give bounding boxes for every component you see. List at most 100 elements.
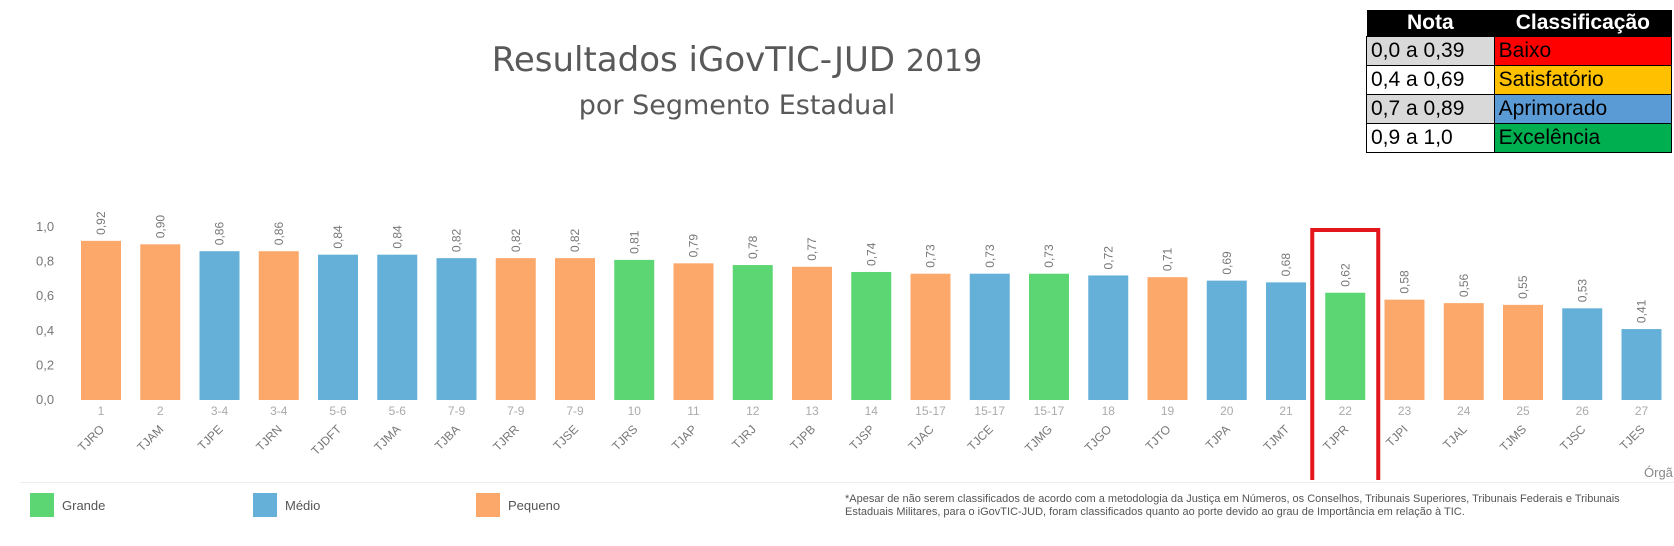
- classification-row: 0,9 a 1,0 Excelência: [1366, 123, 1673, 153]
- rank-label: 13: [805, 404, 819, 418]
- rank-label: 11: [687, 404, 700, 418]
- rank-label: 20: [1220, 404, 1234, 418]
- y-tick-label: 0,8: [36, 254, 54, 269]
- bar: [1029, 273, 1069, 400]
- x-axis-label: Órgã: [1644, 465, 1673, 480]
- legend-item-grande: Grande: [30, 493, 105, 517]
- data-label: 0,58: [1398, 270, 1412, 294]
- x-tick-label: TJAM: [134, 422, 166, 454]
- bar: [673, 263, 714, 400]
- x-tick-label: TJMG: [1022, 422, 1055, 455]
- rank-label: 22: [1339, 404, 1353, 418]
- rank-label: 15-17: [974, 404, 1005, 418]
- bar: [495, 258, 536, 400]
- x-tick-label: TJRR: [490, 422, 522, 454]
- y-tick-label: 0,0: [36, 392, 54, 407]
- rank-label: 7-9: [507, 404, 525, 418]
- x-tick-label: TJRN: [253, 422, 285, 454]
- data-label: 0,73: [983, 244, 997, 268]
- data-label: 0,68: [1279, 253, 1293, 277]
- legend-item-medio: Médio: [253, 493, 320, 517]
- bar: [1088, 275, 1129, 400]
- rank-label: 5-6: [329, 404, 347, 418]
- data-label: 0,82: [568, 228, 582, 252]
- chart-subtitle: por Segmento Estadual: [578, 90, 896, 121]
- data-label: 0,86: [213, 222, 227, 246]
- bar: [792, 266, 832, 400]
- data-label: 0,84: [331, 225, 345, 249]
- data-label: 0,73: [924, 244, 938, 268]
- rank-label: 27: [1635, 404, 1649, 418]
- rank-label: 5-6: [389, 404, 407, 418]
- legend-swatch-pequeno: [476, 493, 500, 517]
- x-tick-label: TJMA: [371, 422, 403, 454]
- bar: [436, 258, 477, 400]
- bar: [1147, 277, 1188, 400]
- x-tick-label: TJRS: [609, 422, 640, 453]
- classification-range: 0,4 a 0,69: [1366, 65, 1495, 95]
- rank-label: 19: [1161, 404, 1175, 418]
- x-tick-label: TJTO: [1143, 422, 1174, 453]
- bar: [1266, 282, 1306, 400]
- data-label: 0,78: [746, 235, 760, 259]
- rank-label: 10: [628, 404, 642, 418]
- rank-label: 15-17: [1034, 404, 1065, 418]
- x-tick-label: TJDFT: [308, 422, 344, 458]
- x-tick-label: TJPA: [1203, 422, 1233, 452]
- rank-label: 21: [1279, 404, 1293, 418]
- x-tick-label: TJPI: [1383, 422, 1410, 449]
- x-tick-label: TJAC: [906, 422, 937, 453]
- data-label: 0,72: [1101, 246, 1115, 270]
- x-tick-label: TJES: [1617, 422, 1648, 453]
- y-tick-label: 0,2: [36, 357, 54, 372]
- x-tick-label: TJMT: [1261, 422, 1293, 454]
- x-tick-label: TJPE: [195, 422, 226, 453]
- data-label: 0,71: [1161, 247, 1175, 271]
- rank-label: 7-9: [448, 404, 466, 418]
- rank-label: 1: [98, 404, 105, 418]
- chart-title-main: Resultados iGovTIC-JUD: [491, 40, 896, 80]
- bar: [851, 271, 892, 400]
- x-tick-label: TJAP: [669, 422, 700, 453]
- rank-label: 26: [1576, 404, 1590, 418]
- classification-row: 0,4 a 0,69 Satisfatório: [1366, 65, 1673, 95]
- legend-swatch-medio: [253, 493, 277, 517]
- rank-label: 15-17: [915, 404, 946, 418]
- x-tick-label: TJSC: [1557, 422, 1588, 453]
- rank-label: 24: [1457, 404, 1471, 418]
- x-tick-label: TJGO: [1082, 422, 1115, 455]
- classification-header-classificacao: Classificação: [1494, 10, 1672, 37]
- rank-label: 3-4: [270, 404, 288, 418]
- data-label: 0,92: [94, 211, 108, 235]
- bar: [199, 251, 240, 400]
- rank-label: 2: [157, 404, 164, 418]
- rank-label: 18: [1102, 404, 1116, 418]
- bar: [1503, 304, 1543, 400]
- bar: [258, 251, 299, 400]
- data-label: 0,74: [864, 242, 878, 266]
- x-tick-label: TJPR: [1320, 422, 1351, 453]
- x-tick-label: TJAL: [1440, 422, 1470, 452]
- bar: [140, 244, 181, 400]
- data-label: 0,86: [272, 222, 286, 246]
- bar: [1325, 292, 1366, 400]
- x-tick-label: TJPB: [787, 422, 818, 453]
- highlight-box: [1310, 228, 1381, 480]
- rank-label: 23: [1398, 404, 1412, 418]
- legend-item-pequeno: Pequeno: [476, 493, 560, 517]
- x-tick-label: TJRO: [75, 422, 107, 454]
- x-tick-label: TJMS: [1497, 422, 1529, 454]
- data-label: 0,41: [1635, 299, 1649, 323]
- data-label: 0,82: [509, 228, 523, 252]
- x-tick-label: TJRJ: [729, 422, 759, 452]
- legend-label-grande: Grande: [62, 497, 106, 513]
- data-label: 0,69: [1220, 251, 1234, 275]
- bar: [555, 258, 595, 400]
- bar: [1562, 308, 1603, 400]
- rank-label: 3-4: [211, 404, 229, 418]
- bar: [1443, 303, 1484, 400]
- rank-label: 7-9: [566, 404, 584, 418]
- classification-row: 0,0 a 0,39 Baixo: [1366, 36, 1673, 66]
- classification-range: 0,7 a 0,89: [1366, 94, 1495, 124]
- y-tick-label: 0,4: [36, 323, 54, 338]
